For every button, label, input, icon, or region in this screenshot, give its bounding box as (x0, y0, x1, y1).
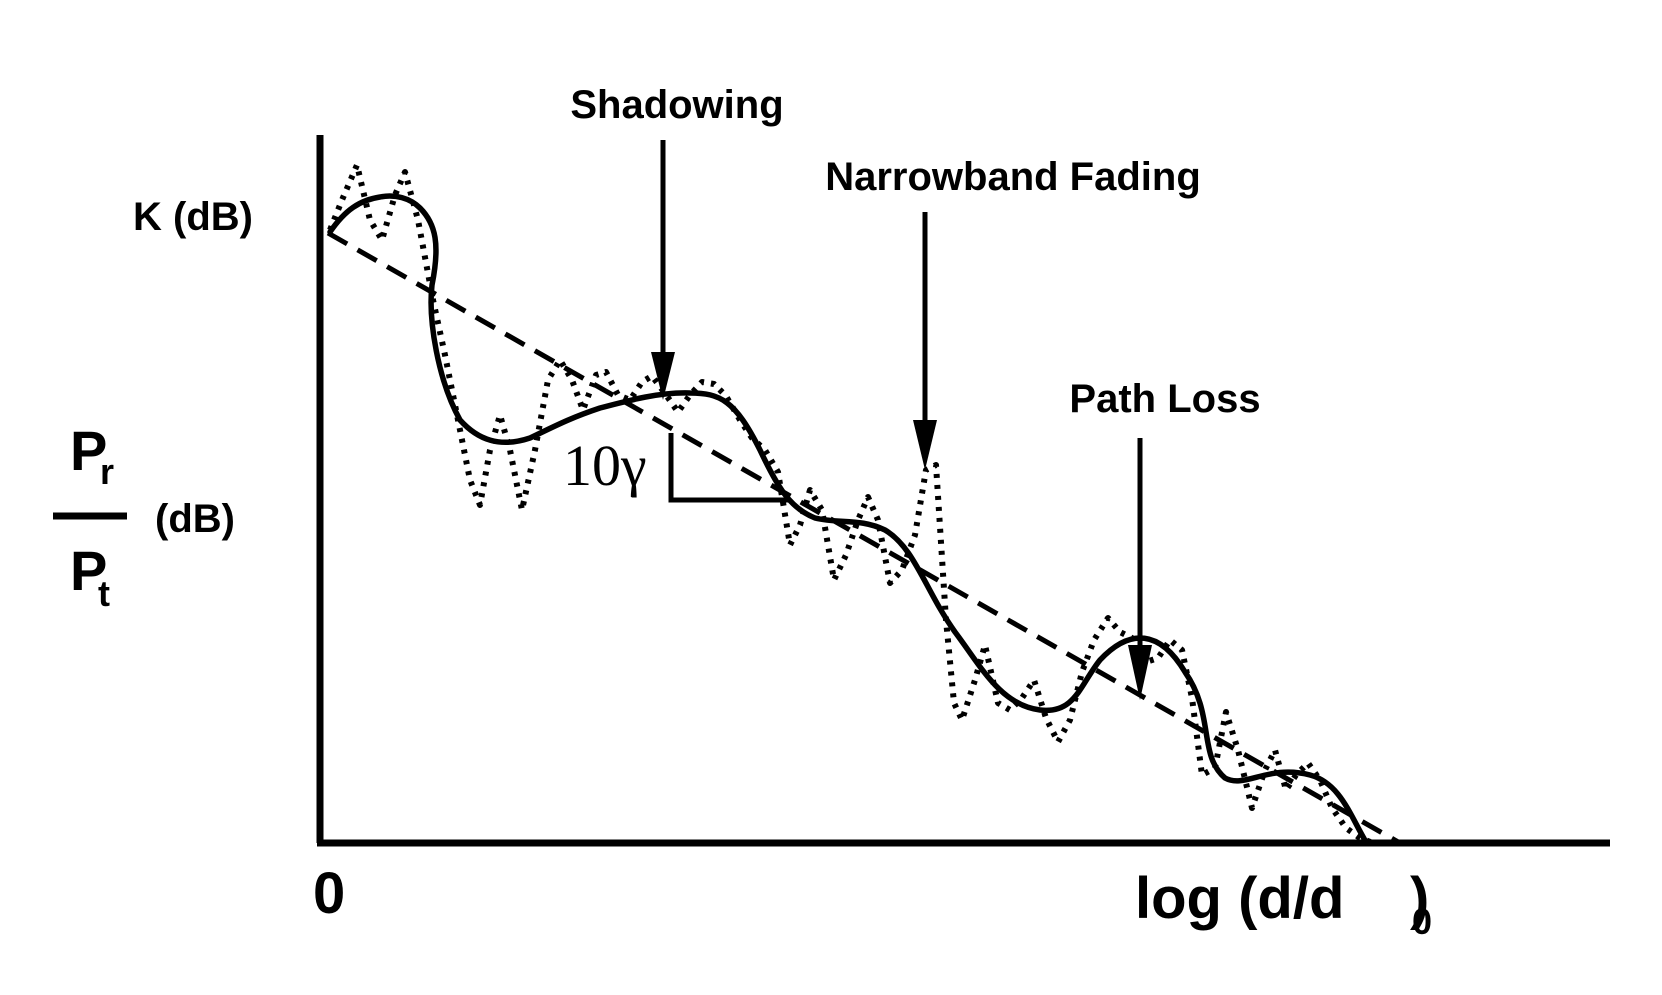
y-label-unit: (dB) (155, 497, 235, 541)
y-label-denominator: P (70, 539, 107, 602)
k-db-label: K (dB) (133, 195, 253, 239)
path-loss-arrowhead (1128, 645, 1152, 700)
path-loss-label: Path Loss (1069, 377, 1260, 421)
shadowing-arrowhead (651, 352, 675, 400)
narrowband-fading-arrowhead (913, 420, 937, 470)
y-label-numerator: P (70, 419, 107, 482)
y-label-denominator-sub: t (98, 573, 110, 614)
x-axis-label-close: ) (1410, 866, 1429, 931)
slope-indicator (668, 433, 788, 503)
shadowing-curve (327, 193, 1369, 845)
shadowing-label: Shadowing (570, 83, 783, 127)
narrowband-fading-label: Narrowband Fading (825, 155, 1201, 199)
x-axis-label-subscript: 0 (1412, 901, 1432, 942)
path-loss-line (326, 230, 1402, 846)
x-origin-label: 0 (313, 861, 345, 926)
x-axis-label: log (d/d (1135, 866, 1344, 931)
y-label-numerator-sub: r (100, 451, 114, 492)
slope-label: 10γ (563, 433, 647, 498)
